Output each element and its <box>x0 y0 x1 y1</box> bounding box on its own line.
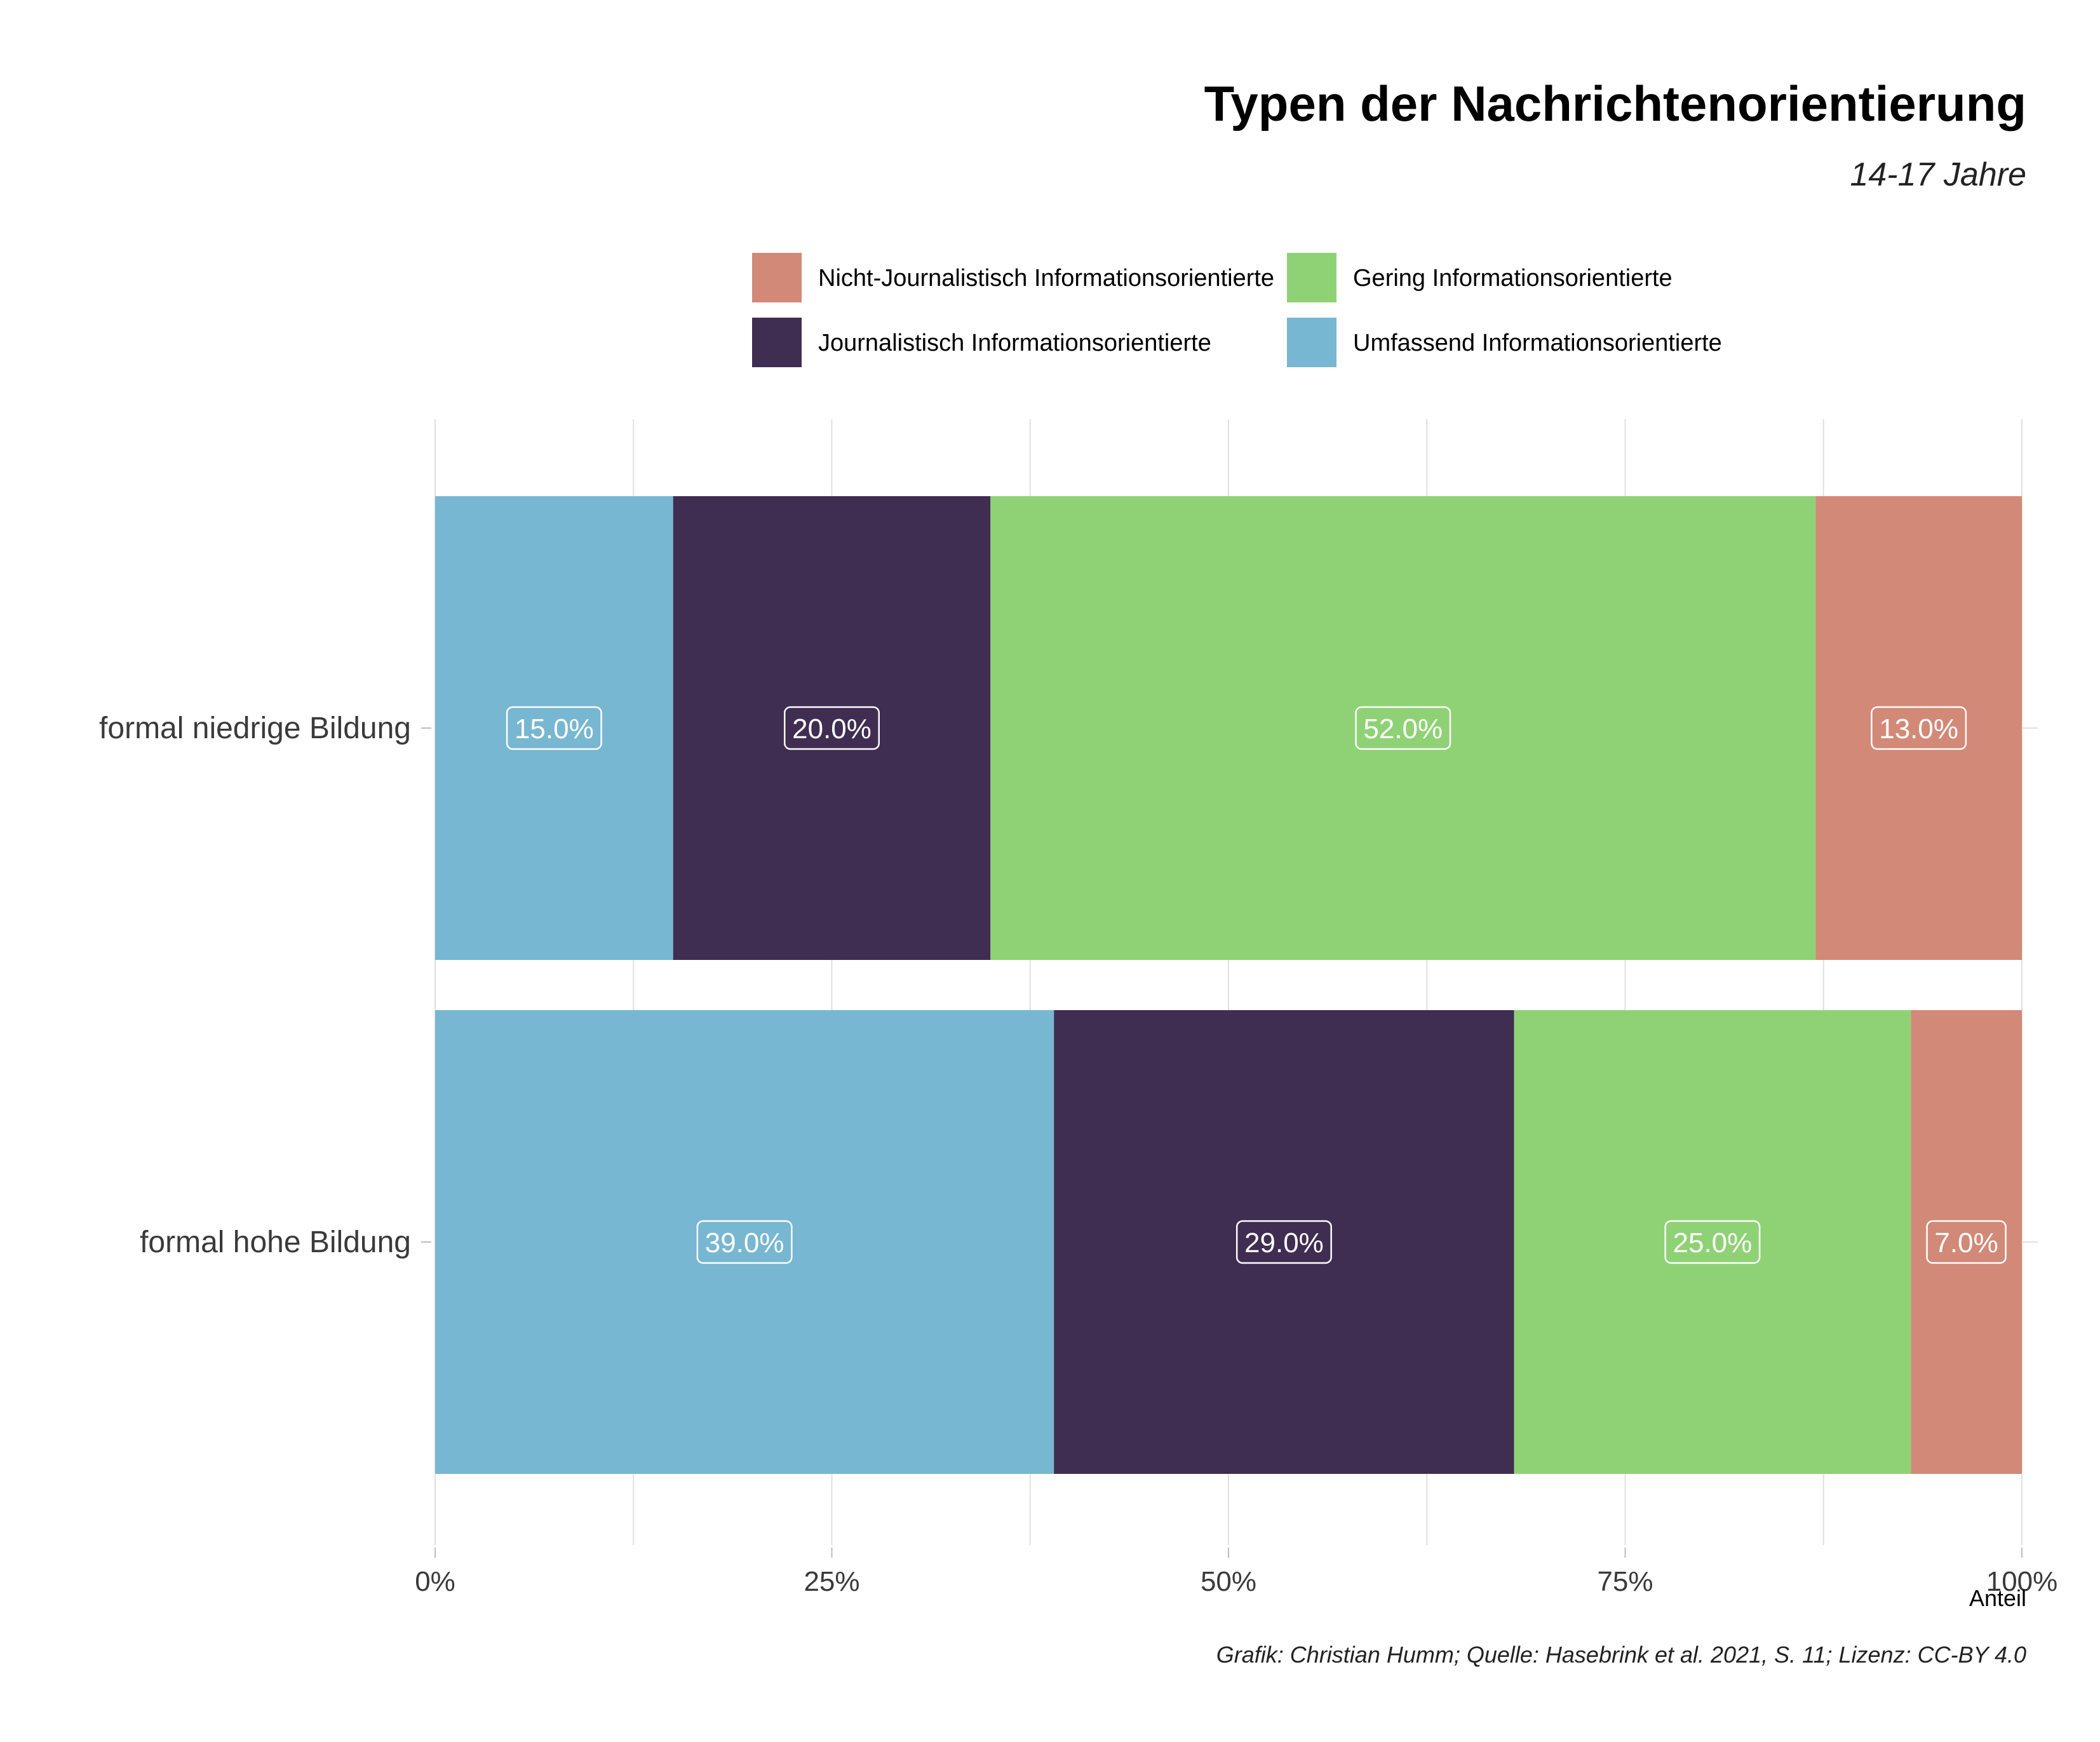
chart-subtitle: 14-17 Jahre <box>1850 156 2026 193</box>
data-label-box <box>784 706 880 750</box>
data-label: 52.0% <box>1355 706 1451 750</box>
data-label-text: 52.0% <box>1363 713 1443 745</box>
data-label: 13.0% <box>1871 706 1967 750</box>
chart-title: Typen der Nachrichtenorientierung <box>1204 76 2026 132</box>
data-label: 29.0% <box>1235 1220 1332 1264</box>
x-axis: 0% 25% 50% 75% 100% <box>415 1548 2057 1597</box>
data-label-box <box>1926 1220 2007 1264</box>
data-label-box <box>1664 1220 1761 1264</box>
x-tick-label: 50% <box>1201 1566 1256 1597</box>
y-tick-label: formal niedrige Bildung <box>99 712 411 745</box>
legend: Nicht-Journalistisch Informationsorienti… <box>752 253 1722 367</box>
caption: Grafik: Christian Humm; Quelle: Hasebrin… <box>1216 1642 2026 1668</box>
bar-nicht-journalistisch-informationsorientierte <box>1815 496 2022 960</box>
data-label: 7.0% <box>1926 1220 2007 1264</box>
x-axis-title: Anteil <box>1969 1585 2026 1611</box>
legend-item-gering-informationsorientierte: Gering Informationsorientierte <box>1287 253 1673 302</box>
data-label-text: 39.0% <box>705 1227 784 1259</box>
data-label: 39.0% <box>696 1220 793 1264</box>
bar-nicht-journalistisch-informationsorientierte <box>1911 1010 2022 1474</box>
legend-item-nicht-journalistisch-informationsorientierte: Nicht-Journalistisch Informationsorienti… <box>752 253 1274 302</box>
x-tick-label: 75% <box>1597 1566 1653 1597</box>
data-label-text: 29.0% <box>1244 1227 1324 1259</box>
x-tick-label: 0% <box>415 1566 455 1597</box>
bar-gering-informationsorientierte <box>990 496 1816 960</box>
data-label-box <box>506 706 602 750</box>
data-label-box <box>1871 706 1967 750</box>
legend-label: Umfassend Informationsorientierte <box>1353 330 1722 356</box>
data-label-text: 25.0% <box>1673 1227 1753 1259</box>
data-label-box <box>1235 1220 1332 1264</box>
legend-swatch <box>752 318 802 367</box>
bar-umfassend-informationsorientierte <box>435 496 673 960</box>
legend-label: Gering Informationsorientierte <box>1353 265 1673 292</box>
legend-swatch <box>1287 318 1336 367</box>
legend-swatch <box>1287 253 1336 302</box>
data-label-text: 20.0% <box>792 713 872 745</box>
data-label-box <box>1355 706 1451 750</box>
legend-item-journalistisch-informationsorientierte: Journalistisch Informationsorientierte <box>752 318 1211 367</box>
y-tick-label: formal hohe Bildung <box>140 1225 411 1259</box>
bar-journalistisch-informationsorientierte <box>673 496 991 960</box>
bar-gering-informationsorientierte <box>1514 1010 1911 1474</box>
legend-swatch <box>752 253 802 302</box>
y-axis: formal niedrige Bildung formal hohe Bildu… <box>99 712 431 1259</box>
bar-umfassend-informationsorientierte <box>435 1010 1054 1474</box>
x-tick-label: 100% <box>1986 1566 2058 1597</box>
legend-label: Journalistisch Informationsorientierte <box>818 330 1211 356</box>
data-label: 20.0% <box>784 706 880 750</box>
data-label-box <box>696 1220 793 1264</box>
bar-journalistisch-informationsorientierte <box>1054 1010 1514 1474</box>
legend-item-umfassend-informationsorientierte: Umfassend Informationsorientierte <box>1287 318 1722 367</box>
x-tick-label: 25% <box>804 1566 859 1597</box>
data-label: 15.0% <box>506 706 602 750</box>
legend-label: Nicht-Journalistisch Informationsorienti… <box>818 265 1274 292</box>
data-label-text: 13.0% <box>1879 713 1958 745</box>
bars: 15.0% 20.0% 52.0% 13.0% 39.0% 29.0% 25.0% 7.0% <box>435 496 2022 1474</box>
data-label: 25.0% <box>1664 1220 1761 1264</box>
data-label-text: 7.0% <box>1934 1227 1998 1259</box>
data-label-text: 15.0% <box>515 713 594 745</box>
